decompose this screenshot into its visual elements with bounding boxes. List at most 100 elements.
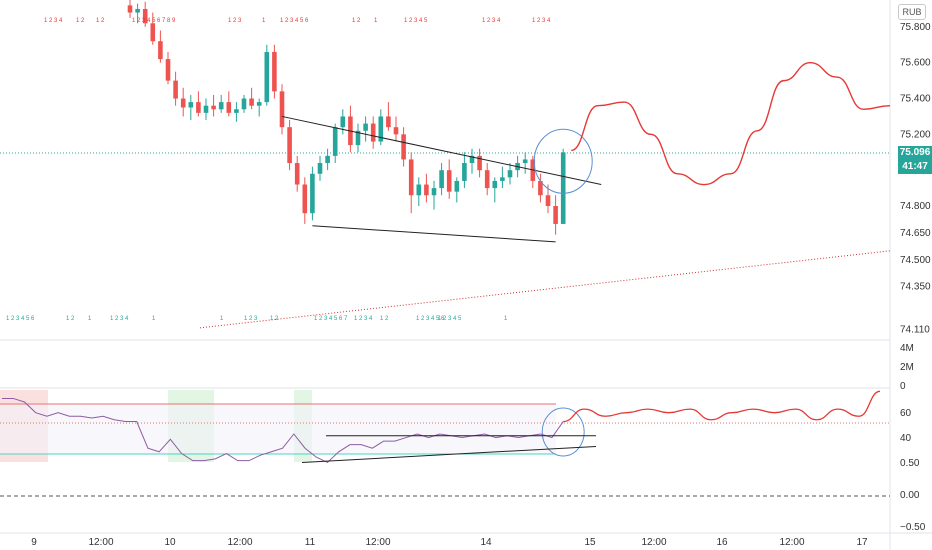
price-tick-label: 74.110 — [900, 325, 930, 336]
candle-body — [196, 102, 201, 113]
forecast-curve — [570, 62, 891, 186]
candle-body — [302, 184, 308, 214]
price-tick-label: 74.350 — [900, 282, 931, 293]
candle-body — [325, 155, 330, 164]
session-count-bottom: 1 2 3 4 — [354, 316, 373, 322]
session-count-bottom: 1 2 — [66, 316, 75, 322]
candle-body — [363, 123, 368, 131]
candle-body — [545, 195, 551, 207]
price-tick-label: 74.500 — [900, 255, 931, 266]
price-axis: 75.800 75.600 75.400 75.200 74.800 74.650 74.5… — [900, 22, 931, 336]
highlight-circle — [533, 128, 593, 194]
time-tick-label: 11 — [305, 537, 316, 548]
session-count-bottom: 1 2 — [270, 316, 279, 322]
candle-body — [173, 80, 178, 99]
session-count-bottom: 1 2 3 4 5 — [438, 316, 462, 322]
price-tick-label: 74.650 — [900, 228, 931, 239]
time-tick-label: 12:00 — [641, 537, 666, 548]
session-count-top: 1 2 — [96, 18, 105, 24]
session-count-bottom: 1 — [220, 316, 224, 322]
session-count-top: 1 — [374, 18, 378, 24]
price-tick-label: 75.800 — [900, 22, 931, 33]
rsi-band — [0, 404, 556, 454]
time-tick-label: 10 — [164, 537, 176, 548]
oscillator-tick-label: 4M — [900, 343, 914, 354]
candle-body — [492, 180, 498, 189]
session-labels: 1 2 3 4 1 2 1 2 1 2 3 4 5 6 7 8 9 1 2 3 1 1 2 … — [6, 18, 551, 322]
time-tick-label: 16 — [716, 537, 728, 548]
candle-body — [446, 170, 452, 192]
candle-body — [386, 116, 391, 128]
candle-body — [188, 102, 194, 108]
candle-body — [142, 8, 148, 24]
session-count-top: 1 — [262, 18, 266, 24]
session-count-top: 1 2 3 — [228, 18, 242, 24]
session-count-top: 1 2 3 4 — [532, 18, 551, 24]
candle-body — [279, 91, 285, 128]
candle-body — [332, 127, 338, 156]
price-tick-label: 75.400 — [900, 94, 931, 105]
oscillator-tick-label: 60 — [900, 408, 912, 419]
session-count-bottom: 1 2 — [380, 316, 389, 322]
session-count-bottom: 1 2 3 4 5 6 — [6, 316, 35, 322]
candle-body — [416, 184, 422, 196]
current-price-tag: 75.096 — [898, 146, 932, 160]
oscillator-tick-label: 2M — [900, 362, 914, 373]
rsi-support-line — [301, 445, 597, 463]
session-count-top: 1 2 3 4 — [44, 18, 63, 24]
session-count-top: 1 2 — [352, 18, 361, 24]
candle-body — [469, 155, 475, 164]
candle-body — [203, 105, 209, 113]
candle-body — [340, 116, 346, 128]
candle-body — [264, 51, 270, 103]
countdown-tag: 41:47 — [898, 160, 932, 174]
currency-badge[interactable]: RUB — [898, 4, 926, 20]
candle-body — [454, 180, 460, 192]
session-count-bottom: 1 2 3 4 5 6 7 — [314, 316, 348, 322]
candle-body — [538, 180, 543, 196]
candle-body — [256, 102, 262, 106]
candle-body — [401, 134, 406, 160]
time-tick-label: 14 — [480, 537, 492, 548]
candle-body — [462, 163, 467, 181]
oscillator-tick-label: 0.00 — [900, 490, 920, 501]
time-tick-label: 12:00 — [365, 537, 390, 548]
moving-average-line — [199, 250, 891, 329]
session-count-top: 1 2 3 4 5 6 7 8 9 — [132, 18, 176, 24]
upper-trendline — [281, 115, 602, 186]
candle-body — [393, 127, 399, 135]
candle-body — [553, 206, 558, 224]
candle-body — [127, 5, 133, 13]
candle-body — [408, 159, 414, 196]
candle-body — [477, 155, 482, 171]
candle-body — [272, 51, 277, 92]
session-count-bottom: 1 2 3 4 — [110, 316, 129, 322]
candle-body — [378, 116, 384, 142]
session-count-top: 1 2 — [76, 18, 85, 24]
candle-body — [424, 184, 429, 196]
rsi-line — [2, 397, 564, 464]
session-count-bottom: 1 — [504, 316, 508, 322]
session-count-top: 1 2 3 4 — [482, 18, 501, 24]
candlestick-series — [127, 0, 566, 235]
candle-body — [507, 170, 513, 178]
oscillator-tick-label: 0 — [900, 381, 906, 392]
drawing-overlays — [2, 62, 891, 464]
lower-trendline — [312, 225, 556, 243]
oscillator-tick-label: −0.50 — [900, 522, 926, 533]
price-tick-label: 75.600 — [900, 58, 931, 69]
candle-body — [135, 8, 140, 13]
session-count-top: 1 2 3 4 5 — [404, 18, 428, 24]
candle-body — [560, 152, 566, 224]
session-count-bottom: 1 2 3 — [244, 316, 258, 322]
candle-body — [234, 109, 239, 113]
candle-body — [249, 98, 254, 106]
oscillator-axis: 4M 2M 0 60 40 0.50 0.00 −0.50 — [900, 343, 926, 533]
price-tick-label: 74.800 — [900, 201, 931, 212]
candle-body — [150, 23, 156, 42]
candle-body — [211, 105, 216, 110]
rsi-highlight-circle — [541, 407, 585, 457]
candle-body — [287, 127, 292, 164]
candle-body — [370, 123, 376, 142]
